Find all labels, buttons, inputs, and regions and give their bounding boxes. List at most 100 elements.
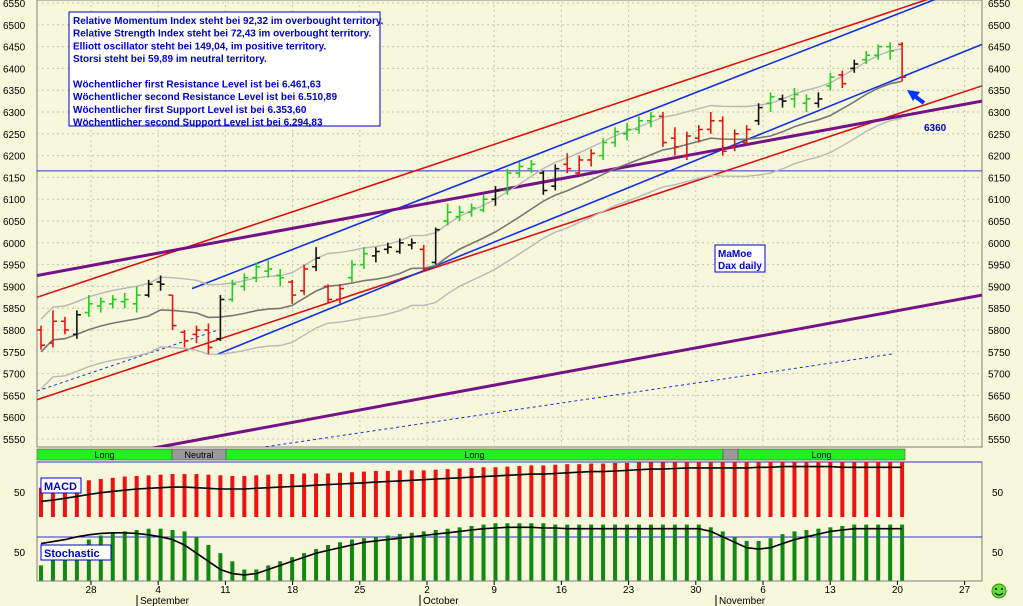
y-tick-label-left: 6350	[3, 86, 26, 97]
y-tick-label-right: 6400	[988, 64, 1011, 75]
indicator-bar	[230, 561, 235, 581]
indicator-bar	[170, 474, 175, 517]
stochastic-label: Stochastic	[44, 548, 100, 560]
indicator-bar	[517, 523, 522, 581]
y-tick-label-right: 6100	[988, 195, 1011, 206]
indicator-bar	[50, 486, 55, 517]
lower-band-line	[40, 117, 903, 390]
x-tick-label: 4	[155, 585, 161, 596]
y-tick-label-left: 5550	[3, 435, 26, 446]
indicator-bar	[290, 474, 295, 517]
badge-line-1: MaMoe	[718, 249, 752, 260]
indicator-bar	[373, 536, 378, 581]
x-tick-label: 6	[760, 585, 766, 596]
x-tick-label: 28	[85, 585, 97, 596]
y-tick-label-right: 5800	[988, 326, 1011, 337]
indicator-bar	[349, 472, 354, 517]
indicator-bar	[684, 461, 689, 517]
indicator-bar	[397, 470, 402, 517]
indicator-bar	[613, 524, 618, 581]
y-tick-label-right: 6150	[988, 173, 1011, 184]
x-tick-label: 18	[287, 585, 299, 596]
indicator-bar	[553, 464, 558, 517]
x-tick-label: 16	[556, 585, 568, 596]
indicator-bar	[541, 523, 546, 581]
indicator-bar	[481, 467, 486, 517]
indicator-bar	[469, 467, 474, 517]
indicator-bar	[62, 485, 67, 517]
smiley-icon[interactable]	[991, 583, 1007, 599]
indicator-bar	[349, 539, 354, 581]
trend-line	[37, 0, 929, 299]
info-line: Relative Strength Index steht bei 72,43 …	[73, 29, 371, 40]
y-tick-label-right: 6300	[988, 108, 1011, 119]
x-tick-label: 27	[959, 585, 971, 596]
indicator-bar	[648, 524, 653, 581]
indicator-bar	[792, 531, 797, 581]
indicator-bar	[684, 524, 689, 581]
indicator-bar	[768, 461, 773, 517]
y-tick-label-right: 6550	[988, 0, 1011, 10]
indicator-bar	[338, 472, 342, 517]
indicator-bar	[672, 524, 677, 581]
indicator-bar	[672, 462, 677, 517]
indicator-bar	[553, 524, 558, 581]
y-tick-label-left: 6500	[3, 21, 26, 32]
macd-label: MACD	[44, 481, 77, 493]
y-tick-label-left: 6450	[3, 43, 26, 54]
y-tick-label-left: 5850	[3, 304, 26, 315]
indicator-bar	[182, 474, 187, 517]
indicator-bar	[409, 532, 414, 581]
indicator-bar	[840, 461, 845, 517]
indicator-bar	[433, 530, 438, 581]
y-tick-label-left: 5950	[3, 261, 26, 272]
arrow-icon	[907, 90, 926, 105]
indicator-bar	[266, 565, 271, 581]
indicator-bar	[541, 465, 546, 517]
indicator-bar	[278, 561, 283, 581]
indicator-bar	[39, 565, 43, 581]
indicator-bar	[828, 461, 833, 517]
indicator-bar	[194, 536, 199, 581]
month-label: November	[719, 596, 766, 606]
indicator-bar	[768, 538, 773, 581]
info-line: Relative Momentum Index steht bei 92,32 …	[73, 16, 384, 27]
indicator-bar	[110, 477, 115, 517]
badge	[714, 244, 766, 273]
indicator-bar	[110, 532, 115, 581]
panel-level-left: 50	[14, 548, 26, 559]
indicator-bar	[254, 569, 259, 581]
y-tick-label-right: 5650	[988, 391, 1011, 402]
y-tick-label-left: 5600	[3, 413, 26, 424]
indicator-bar	[74, 545, 79, 581]
indicator-bar	[445, 469, 450, 517]
indicator-bar	[804, 530, 809, 581]
indicator-bar	[517, 466, 522, 517]
y-tick-label-right: 6050	[988, 217, 1011, 228]
x-tick-label: 30	[690, 585, 702, 596]
x-tick-label: 20	[892, 585, 904, 596]
y-tick-label-right: 5950	[988, 261, 1011, 272]
indicator-bar	[792, 461, 797, 517]
trend-line	[150, 293, 982, 447]
indicator-bar	[385, 470, 390, 517]
y-tick-label-right: 6000	[988, 239, 1011, 250]
panel-level-left: 50	[14, 488, 26, 499]
trend-line	[217, 43, 982, 355]
x-tick-label: 11	[220, 585, 231, 596]
trend-lines	[37, 0, 982, 447]
indicator-bar	[732, 461, 737, 517]
indicator-bar	[876, 524, 881, 581]
indicator-bar	[457, 527, 462, 581]
signal-segment	[722, 448, 739, 461]
indicator-bar	[852, 461, 857, 517]
indicator-bar	[326, 473, 331, 517]
indicator-bar	[648, 462, 653, 517]
y-tick-label-left: 6400	[3, 64, 26, 75]
indicator-bar	[326, 545, 331, 581]
y-tick-label-right: 6350	[988, 86, 1011, 97]
indicator-bar	[900, 524, 905, 581]
indicator-bar	[900, 461, 905, 517]
stochastic-label-box	[40, 544, 112, 561]
indicator-bar	[397, 534, 402, 581]
